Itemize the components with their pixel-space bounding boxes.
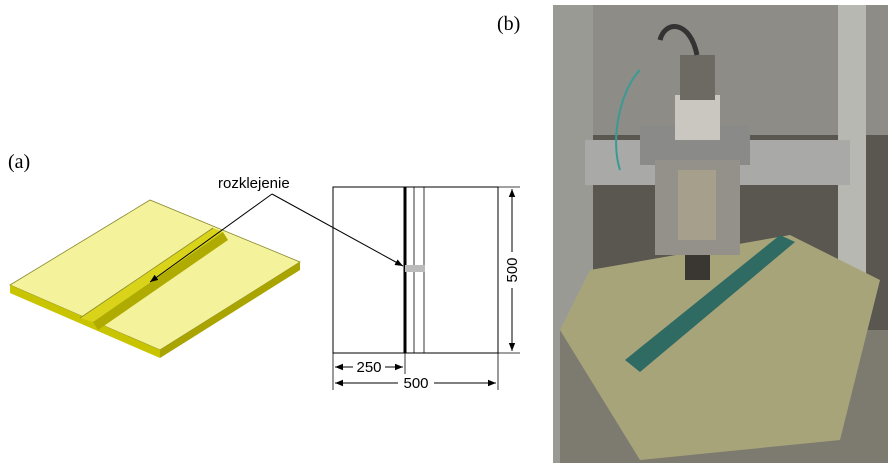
panel-label: (b)	[497, 13, 520, 35]
annotation: rozklejenie	[218, 175, 290, 192]
dimension-label: 500	[504, 257, 521, 282]
leader-arrow	[272, 194, 403, 266]
figure: (a) rozklejenie 250 500 500 (b)	[0, 0, 888, 463]
panel-label: (a)	[8, 151, 30, 173]
dimension-label: 500	[403, 375, 428, 392]
photo	[553, 5, 888, 463]
dimension-label: 250	[356, 359, 381, 376]
